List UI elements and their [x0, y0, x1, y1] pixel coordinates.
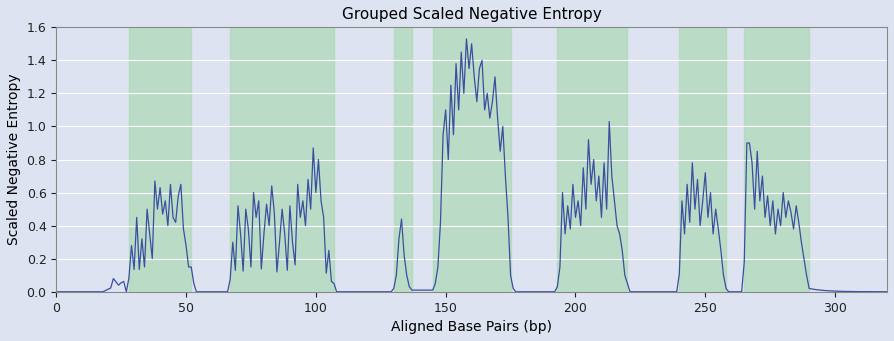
X-axis label: Aligned Base Pairs (bp): Aligned Base Pairs (bp) [392, 320, 552, 334]
Bar [129, 27, 191, 292]
Bar [745, 27, 809, 292]
Y-axis label: Scaled Negative Entropy: Scaled Negative Entropy [7, 74, 21, 245]
Title: Grouped Scaled Negative Entropy: Grouped Scaled Negative Entropy [342, 7, 602, 22]
Bar [230, 27, 334, 292]
Bar [557, 27, 628, 292]
Bar [393, 27, 412, 292]
Bar [679, 27, 726, 292]
Bar [433, 27, 510, 292]
